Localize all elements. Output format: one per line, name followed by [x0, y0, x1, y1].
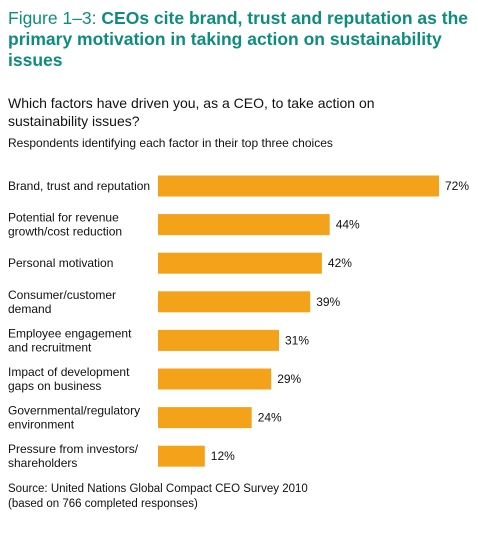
category-label: Consumer/customer demand — [8, 288, 116, 316]
value-label: 44% — [336, 218, 360, 232]
chart-subtitle: Respondents identifying each factor in t… — [8, 136, 333, 150]
category-label: Governmental/regulatory environment — [8, 404, 140, 432]
bar — [158, 445, 205, 467]
category-label: Personal motivation — [8, 256, 113, 270]
value-label: 31% — [285, 333, 309, 347]
category-label: Pressure from investors/shareholders — [8, 442, 139, 470]
bar — [158, 252, 322, 274]
category-label: Brand, trust and reputation — [8, 179, 150, 193]
bar — [158, 329, 279, 351]
value-label: 12% — [211, 449, 235, 463]
bar — [158, 407, 252, 429]
source-responses-line: (based on 766 completed responses) — [8, 498, 198, 510]
value-label: 29% — [277, 372, 301, 386]
value-label: 24% — [258, 411, 282, 425]
bar — [158, 214, 330, 236]
bar — [158, 291, 311, 313]
survey-question: Which factors have driven you, as a CEO,… — [8, 95, 375, 129]
figure-headline: CEOs cite brand, trust and reputation as… — [8, 8, 468, 70]
source-note: Source: United Nations Global Compact CE… — [8, 482, 448, 512]
bar — [158, 368, 272, 390]
bar — [158, 175, 439, 197]
value-label: 42% — [328, 256, 352, 270]
category-label: Employee engagement and recruitment — [8, 326, 132, 354]
figure-title: Figure 1–3: CEOs cite brand, trust and r… — [8, 8, 470, 71]
figure-number: Figure 1–3: — [8, 8, 97, 28]
category-label: Potential for revenue growth/cost reducti… — [8, 211, 122, 239]
value-label: 72% — [445, 179, 469, 193]
source-line: Source: United Nations Global Compact CE… — [8, 483, 308, 495]
value-label: 39% — [316, 295, 340, 309]
category-label: Impact of development gaps on business — [8, 365, 130, 393]
